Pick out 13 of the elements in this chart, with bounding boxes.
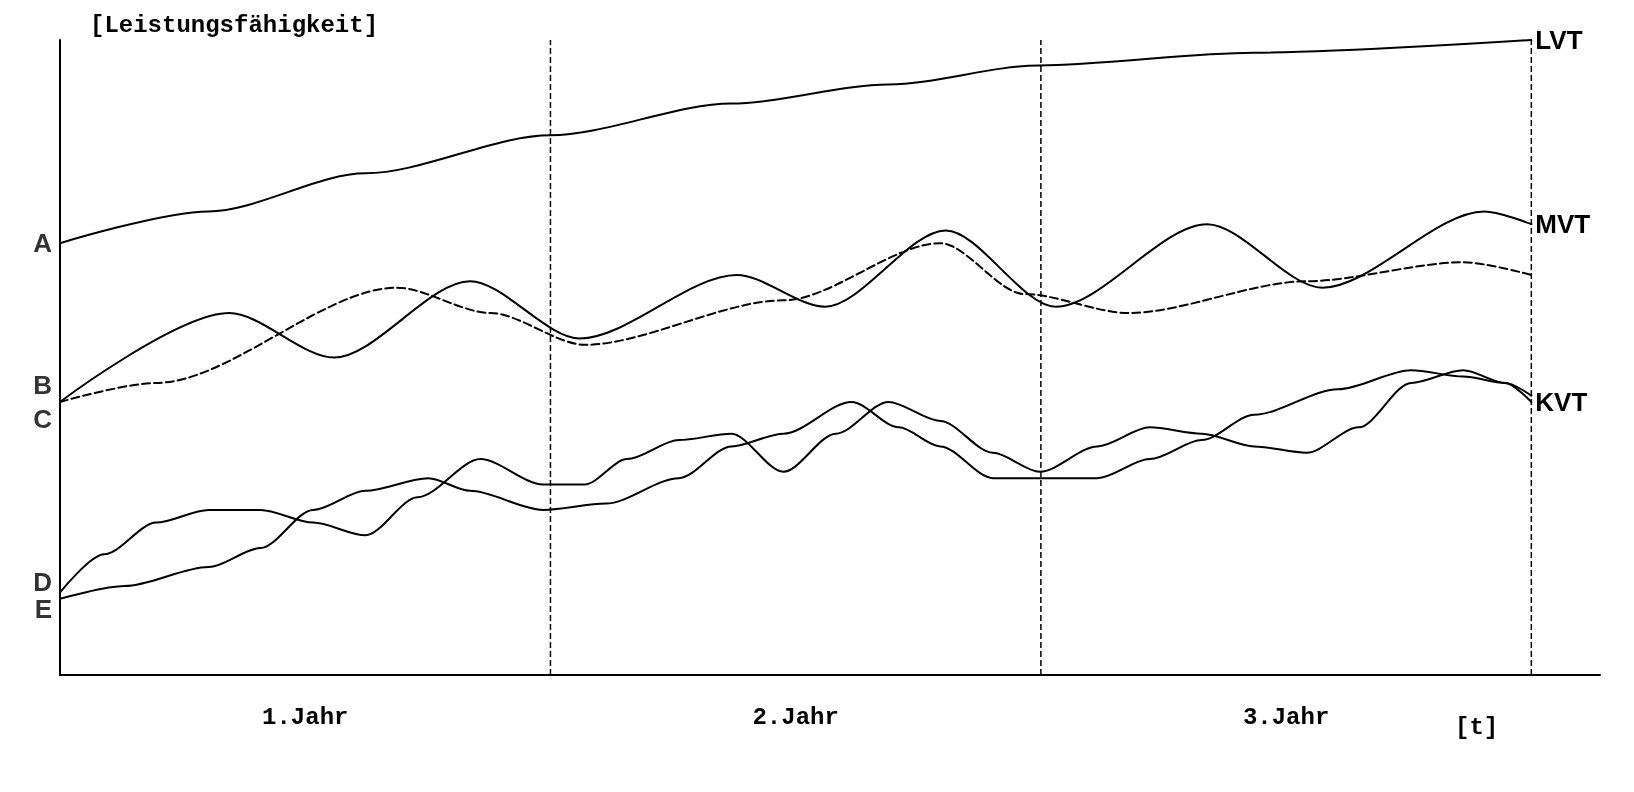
text: B: [33, 369, 52, 400]
text: A: [33, 228, 53, 259]
series-label: KVT: [1535, 386, 1588, 417]
text: C: [33, 403, 53, 434]
x-tick-label: 2.Jahr: [752, 703, 839, 731]
x-tick-label: 3.Jahr: [1242, 703, 1330, 731]
text: E: [34, 594, 52, 625]
text: D: [33, 566, 52, 597]
x-tick-label: 1.Jahr: [262, 703, 349, 731]
y-axis-title: [Leistungsfähigkeit]: [90, 11, 379, 39]
x-axis-title: [t]: [1455, 713, 1499, 741]
series-label: MVT: [1535, 209, 1591, 240]
series-label: LVT: [1535, 25, 1583, 55]
